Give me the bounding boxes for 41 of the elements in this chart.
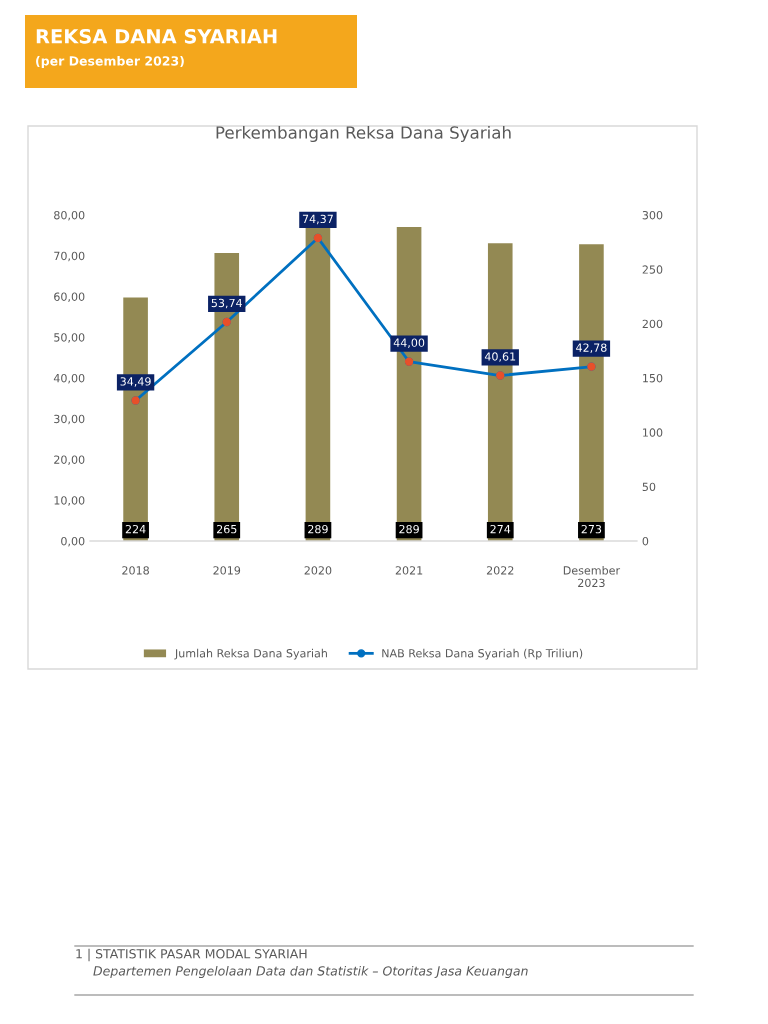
data-label: 53,74 (211, 298, 243, 309)
y-tick-label: 0,00 (61, 536, 85, 547)
y-tick-label: 80,00 (54, 210, 85, 221)
y2-tick-label: 50 (642, 482, 656, 492)
y2-tick-label: 300 (642, 210, 663, 220)
data-label: 42,78 (576, 343, 607, 353)
x-tick-label: 2020 (304, 566, 332, 575)
text: 1 | STATISTIK PASAR MODAL SYARIAH (76, 948, 307, 962)
data-label: 40,61 (484, 352, 516, 362)
legend-label: NAB Reksa Dana Syariah (Rp Triliun) (382, 648, 583, 660)
y2-tick-label: 250 (642, 265, 663, 274)
chart-title: Perkembangan Reksa Dana Syariah (216, 125, 511, 143)
data-label: 44,00 (393, 338, 425, 348)
y2-tick-label: 100 (643, 428, 663, 437)
y-tick-label: 30,00 (54, 414, 85, 425)
y-tick-label: 20,00 (54, 455, 85, 466)
data-label: 34,49 (120, 377, 151, 387)
data-label: 74,37 (302, 214, 333, 225)
y2-tick-label: 200 (642, 319, 663, 329)
y-tick-label: 60,00 (54, 292, 85, 303)
text: REKSA DANA SYARIAH (36, 28, 277, 44)
data-label: 273 (581, 524, 602, 534)
text: Departemen Pengelolaan Data dan Statistik – Otoritas Jasa Keuangan (93, 965, 528, 979)
x-tick-label: Desember 2023 (563, 566, 621, 588)
x-tick-label: 2022 (486, 566, 514, 575)
y-tick-label: 10,00 (54, 496, 85, 506)
x-tick-label: 2018 (122, 566, 149, 575)
legend-label: Jumlah Reksa Dana Syariah (174, 648, 327, 660)
data-label: 274 (490, 524, 511, 534)
data-label: 289 (308, 524, 328, 534)
y-tick-label: 50,00 (54, 333, 85, 343)
text: (per Desember 2023) (36, 55, 184, 69)
y-tick-label: 40,00 (53, 373, 85, 384)
data-label: 289 (399, 524, 419, 534)
y-tick-label: 70,00 (54, 251, 85, 262)
y2-tick-label: 150 (643, 373, 663, 383)
data-label: 265 (216, 524, 237, 534)
data-label: 224 (125, 524, 146, 534)
x-tick-label: 2019 (213, 566, 241, 575)
y2-tick-label: 0 (642, 536, 649, 546)
x-tick-label: 2021 (395, 566, 423, 575)
